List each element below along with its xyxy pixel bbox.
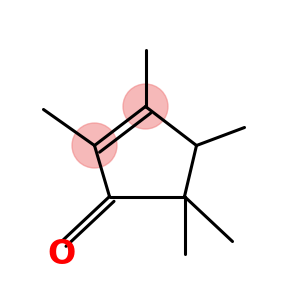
Circle shape	[123, 84, 168, 129]
Text: O: O	[47, 238, 76, 272]
Circle shape	[72, 123, 117, 168]
